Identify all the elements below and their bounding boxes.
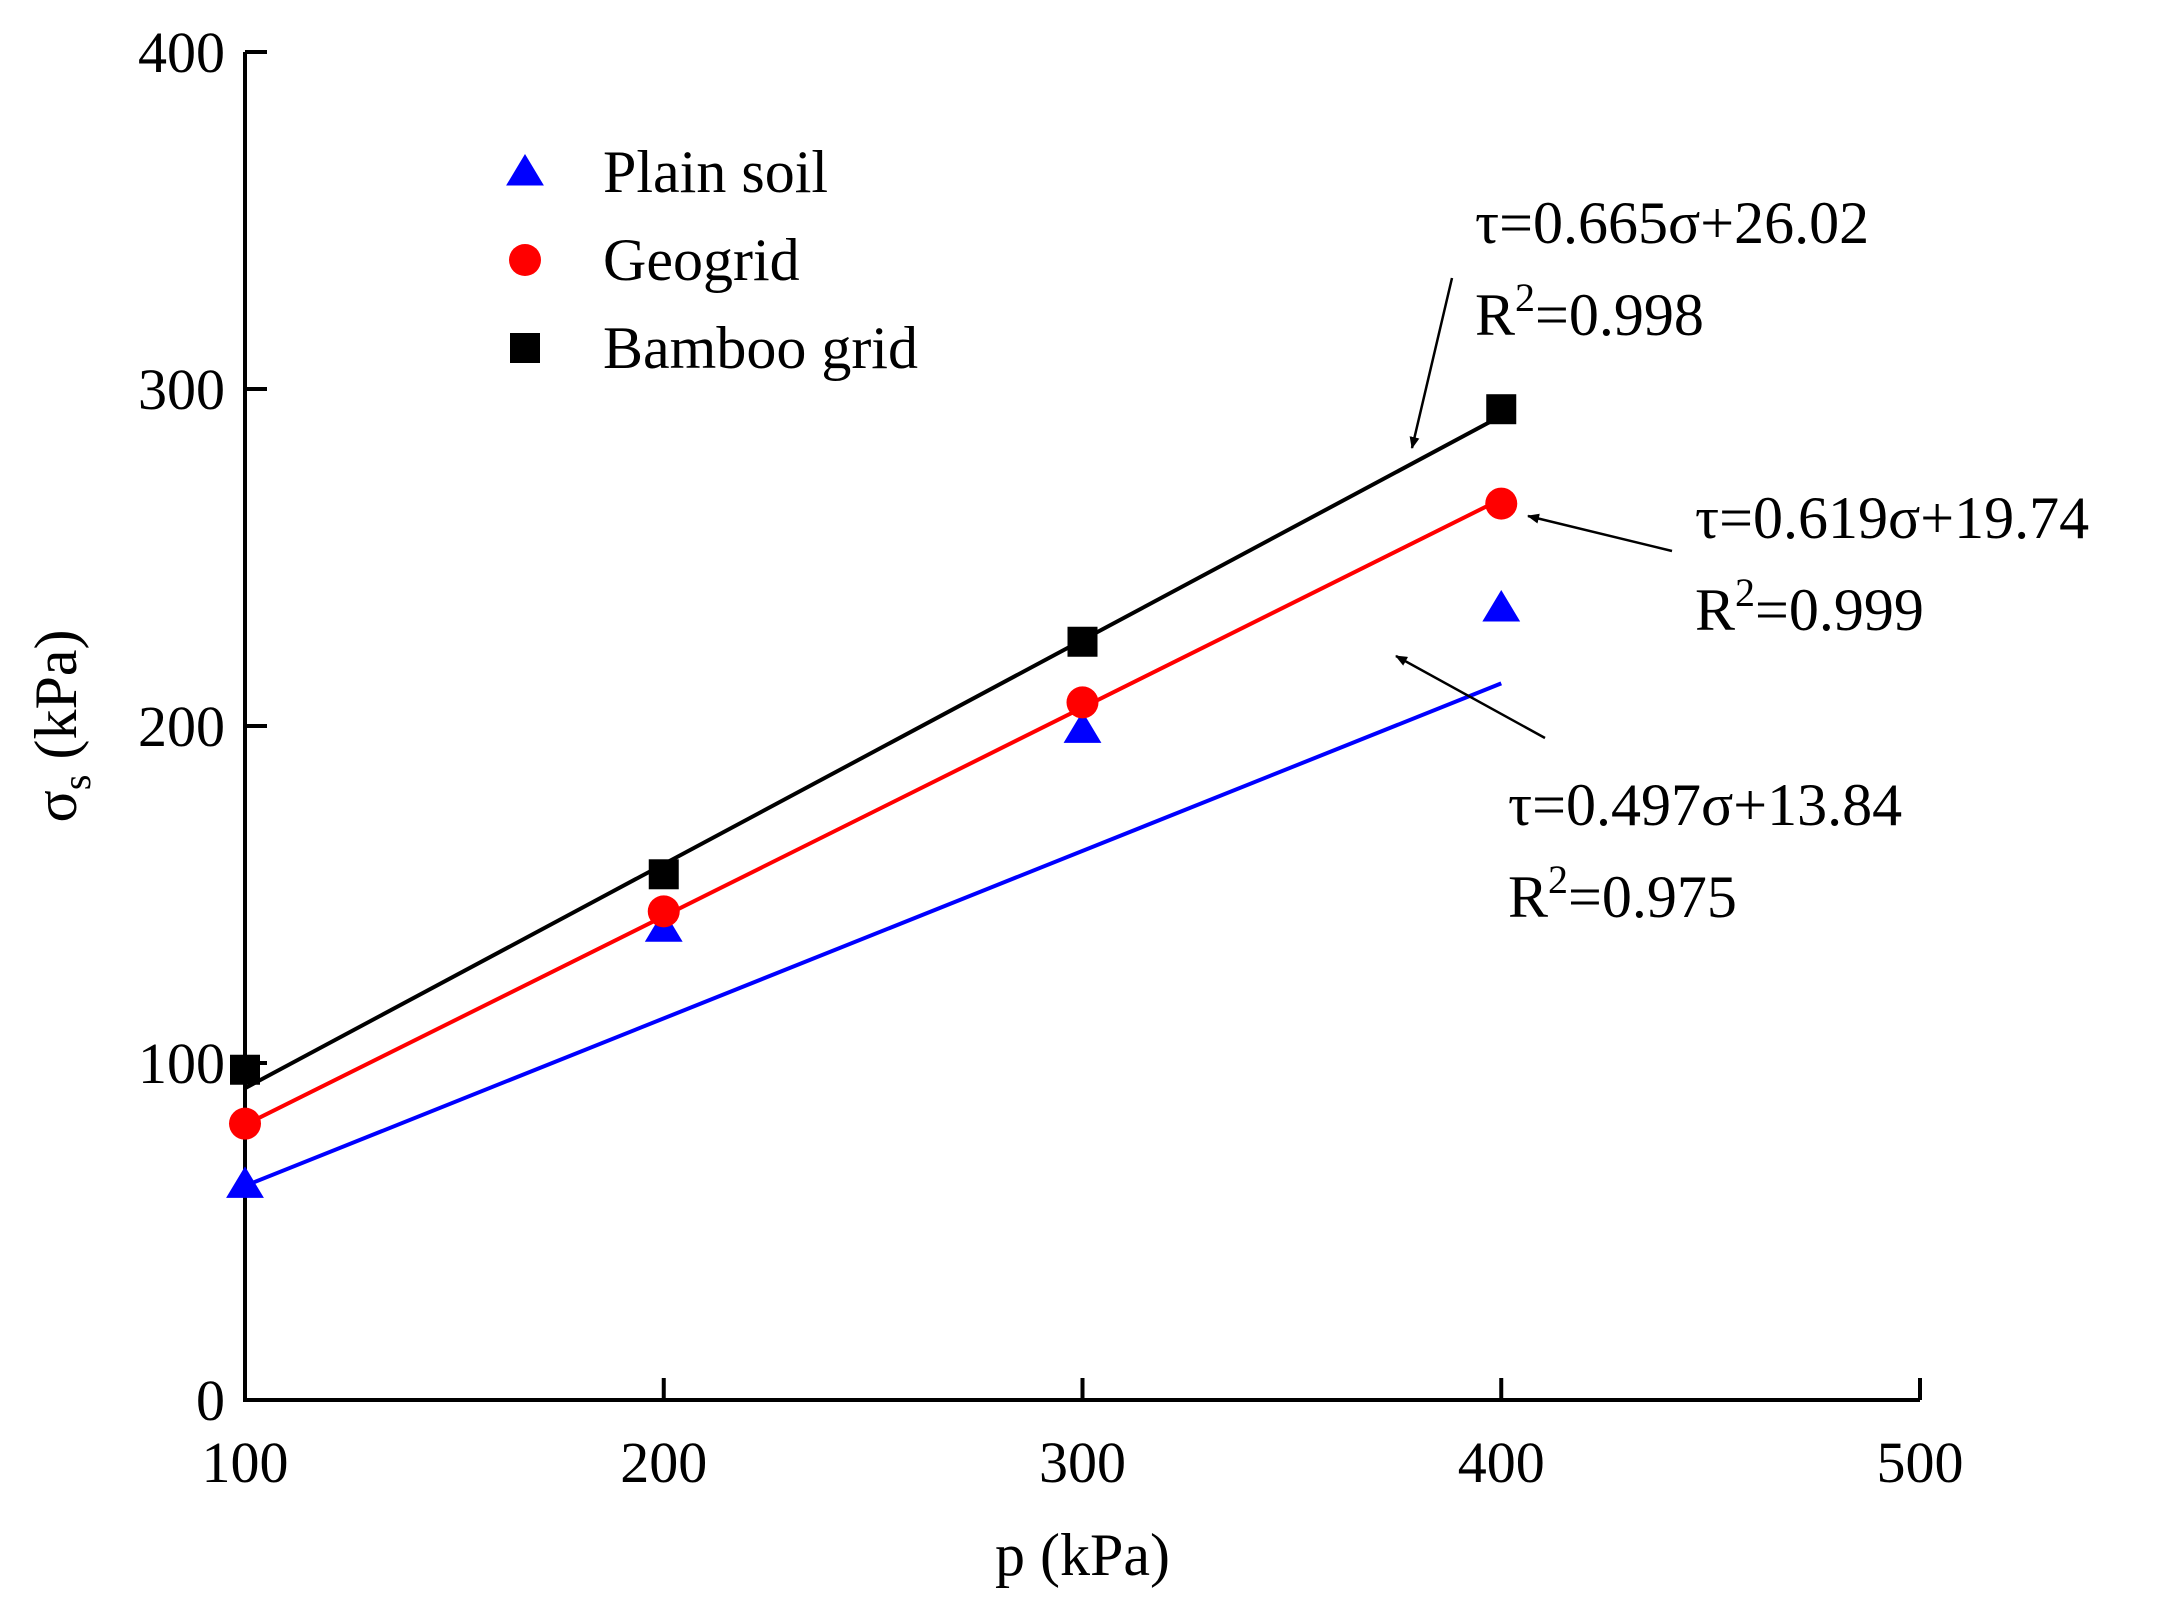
data-point-plain-soil (1482, 590, 1521, 622)
fit-r2-bamboo-grid: R2=0.998 (1475, 275, 1704, 348)
data-point-geogrid (229, 1107, 261, 1140)
y-tick-label: 300 (138, 357, 225, 422)
legend-marker-bamboo-grid (510, 333, 540, 363)
x-tick-label: 200 (620, 1430, 707, 1495)
fit-r2-geogrid: R2=0.999 (1695, 570, 1924, 643)
fit-line-plain-soil (244, 681, 1502, 1188)
y-tick-label: 200 (138, 694, 225, 759)
fit-lines (244, 414, 1503, 1188)
legend: Plain soil Geogrid Bamboo grid (506, 139, 918, 381)
y-axis-title: σs (kPa) (23, 630, 99, 823)
fit-line-geogrid (244, 497, 1503, 1127)
x-axis-title: p (kPa) (995, 1522, 1170, 1588)
fit-line-bamboo-grid (244, 414, 1503, 1090)
x-tick-label: 100 (202, 1430, 289, 1495)
data-point-bamboo-grid (230, 1054, 260, 1085)
data-point-bamboo-grid (1486, 394, 1517, 425)
annotation-arrow-plain-soil (1395, 654, 1546, 740)
y-tick-label: 100 (138, 1031, 225, 1096)
legend-marker-plain-soil (506, 154, 544, 186)
data-point-bamboo-grid (648, 859, 679, 890)
fit-equation-bamboo-grid: τ=0.665σ+26.02 (1475, 190, 1869, 256)
x-tick-label: 500 (1877, 1430, 1964, 1495)
legend-label-plain-soil: Plain soil (603, 139, 828, 205)
legend-label-geogrid: Geogrid (603, 227, 800, 293)
y-tick-label: 0 (196, 1368, 225, 1433)
annotation-arrow-bamboo-grid (1409, 277, 1454, 449)
legend-label-bamboo-grid: Bamboo grid (603, 315, 918, 381)
fit-equation-plain-soil: τ=0.497σ+13.84 (1508, 772, 1902, 838)
data-markers (226, 394, 1521, 1198)
annotation-arrow-geogrid (1527, 513, 1673, 553)
data-point-geogrid (1066, 686, 1099, 719)
data-point-bamboo-grid (1067, 626, 1098, 657)
fit-equation-geogrid: τ=0.619σ+19.74 (1695, 485, 2089, 551)
x-tick-label: 400 (1458, 1430, 1545, 1495)
legend-marker-geogrid (509, 244, 541, 276)
fit-annotations: τ=0.665σ+26.02 R2=0.998 τ=0.619σ+19.74 R2=0… (1395, 190, 2089, 930)
fit-r2-plain-soil: R2=0.975 (1508, 857, 1737, 930)
x-tick-label: 300 (1039, 1430, 1126, 1495)
data-point-plain-soil (1063, 711, 1102, 743)
data-point-geogrid (647, 895, 680, 928)
data-point-plain-soil (226, 1166, 264, 1198)
data-point-geogrid (1485, 487, 1518, 520)
y-tick-label: 400 (138, 20, 225, 85)
